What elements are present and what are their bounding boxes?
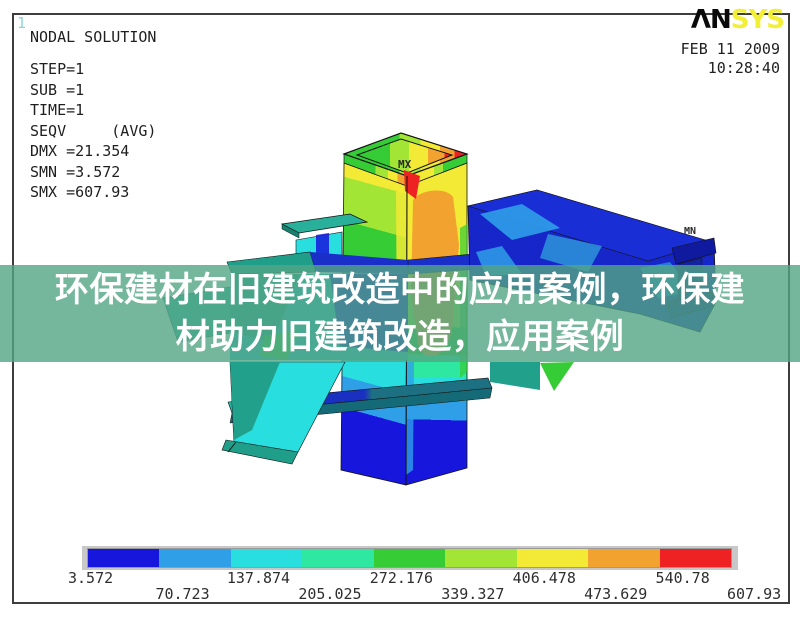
param-smx: SMX =607.93 <box>30 183 130 201</box>
time-label: 10:28:40 <box>707 59 780 77</box>
param-step: STEP=1 <box>30 60 85 78</box>
colorbar-label: 339.327 <box>441 585 505 603</box>
colorbar-cell <box>516 549 589 567</box>
colorbar-cell <box>445 549 517 567</box>
banner-line-1: 环保建材在旧建筑改造中的应用案例，环保建 <box>55 270 745 309</box>
colorbar-cell <box>88 549 160 567</box>
colorbar-label: 205.025 <box>298 585 362 603</box>
date-label: FEB 11 2009 <box>680 40 780 58</box>
colorbar-cell <box>659 549 731 567</box>
param-time: TIME=1 <box>30 101 85 119</box>
param-smn: SMN =3.572 <box>30 162 121 181</box>
ansys-logo: ΛNSYS <box>690 5 785 35</box>
colorbar-cell <box>302 549 374 567</box>
colorbar-cell <box>373 549 446 567</box>
param-dmx: DMX =21.354 <box>30 142 130 160</box>
colorbar-label: 137.874 <box>226 569 291 587</box>
ansys-logo-sys: SYS <box>730 5 785 35</box>
param-seqv: SEQV (AVG) <box>30 121 157 140</box>
title-banner: 环保建材在旧建筑改造中的应用案例，环保建 材助力旧建筑改造，应用案例 <box>0 265 800 362</box>
colorbar-label: 540.78 <box>655 569 710 587</box>
colorbar-cell <box>588 549 660 567</box>
colorbar-label: 272.176 <box>369 569 433 587</box>
date-time-stamp: FEB 11 2009 10:28:40 <box>681 40 780 78</box>
colorbar-label: 473.629 <box>584 585 648 603</box>
param-sub: SUB =1 <box>30 80 85 99</box>
ansys-logo-an: ΛN <box>690 5 732 35</box>
colorbar-cell <box>230 549 303 567</box>
mx-label: MX <box>398 158 412 171</box>
analysis-header: NODAL SOLUTION STEP=1 SUB =1 TIME=1 SEQV… <box>30 28 156 203</box>
colorbar-label: 70.723 <box>155 585 210 603</box>
colorbar-strip <box>87 548 732 568</box>
right-lower-flanges <box>490 362 574 391</box>
colorbar-label: 607.93 <box>727 585 782 603</box>
banner-line-2: 材助力旧建筑改造，应用案例 <box>175 317 625 356</box>
mn-label: MN <box>684 226 696 237</box>
colorbar-cell <box>159 549 231 567</box>
plot-number: 1 <box>17 14 27 32</box>
solution-title: NODAL SOLUTION <box>30 28 157 46</box>
colorbar-label: 3.572 <box>68 569 114 587</box>
diagonal-beam <box>221 361 346 465</box>
colorbar-label: 406.478 <box>512 569 576 587</box>
